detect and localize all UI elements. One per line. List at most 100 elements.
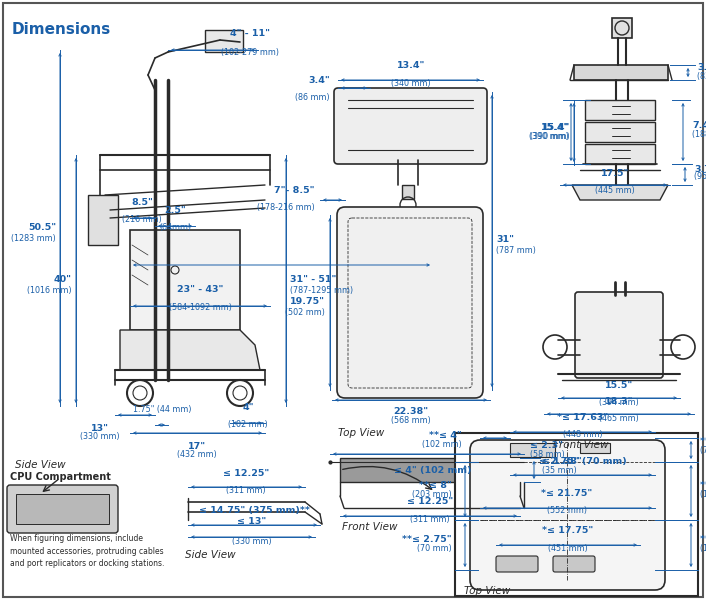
Bar xyxy=(580,443,610,453)
Text: (95 mm): (95 mm) xyxy=(694,173,706,181)
Bar xyxy=(205,30,243,52)
Text: 15.5": 15.5" xyxy=(605,381,633,390)
Bar xyxy=(585,144,655,164)
Bar xyxy=(585,100,655,120)
Text: 15.4": 15.4" xyxy=(541,124,569,133)
Text: (70 mm): (70 mm) xyxy=(417,544,452,553)
Text: Side View: Side View xyxy=(15,460,66,470)
Text: (216 mm): (216 mm) xyxy=(122,215,162,224)
Text: 2.5": 2.5" xyxy=(164,206,186,215)
Text: 19.75": 19.75" xyxy=(290,298,325,307)
Text: (390 mm): (390 mm) xyxy=(530,131,570,140)
Text: (197 mm): (197 mm) xyxy=(700,490,706,499)
Text: **≤ 8": **≤ 8" xyxy=(419,481,452,491)
Text: (70 mm): (70 mm) xyxy=(700,445,706,455)
Text: (787 mm): (787 mm) xyxy=(496,245,536,254)
Text: (35 mm): (35 mm) xyxy=(542,466,577,475)
Text: (502 mm): (502 mm) xyxy=(285,307,325,317)
Text: Top View: Top View xyxy=(338,428,384,438)
Text: ≤ 12.25": ≤ 12.25" xyxy=(223,469,269,478)
Text: (787-1295 mm): (787-1295 mm) xyxy=(290,286,353,295)
Text: **≤ 7.75": **≤ 7.75" xyxy=(700,481,706,491)
Polygon shape xyxy=(574,65,668,80)
Text: ≤ 1.38": ≤ 1.38" xyxy=(542,457,582,467)
FancyBboxPatch shape xyxy=(575,292,663,378)
Text: (102 mm): (102 mm) xyxy=(422,439,462,449)
Text: Side View: Side View xyxy=(185,550,236,560)
Bar xyxy=(510,443,555,457)
Text: 31": 31" xyxy=(496,235,514,245)
Text: (390 mm): (390 mm) xyxy=(530,131,569,140)
Text: ≤ 14.75" (375 mm)**: ≤ 14.75" (375 mm)** xyxy=(198,506,309,515)
Text: (58 mm): (58 mm) xyxy=(530,449,565,458)
Text: (108 mm): (108 mm) xyxy=(700,544,706,553)
Text: 31" - 51": 31" - 51" xyxy=(290,275,336,284)
FancyBboxPatch shape xyxy=(496,556,538,572)
Text: (465 mm): (465 mm) xyxy=(599,414,639,423)
Text: (1016 mm): (1016 mm) xyxy=(28,286,72,295)
Text: (311 mm): (311 mm) xyxy=(410,515,450,524)
Text: 13": 13" xyxy=(91,424,109,433)
Bar xyxy=(340,458,525,482)
Text: Dimensions: Dimensions xyxy=(12,22,112,37)
Text: **≤ 2.75": **≤ 2.75" xyxy=(700,437,706,446)
Text: 8.5": 8.5" xyxy=(131,198,153,207)
Text: (584-1092 mm): (584-1092 mm) xyxy=(169,303,232,312)
Text: (330 mm): (330 mm) xyxy=(232,537,272,546)
Text: Top View: Top View xyxy=(464,586,510,596)
FancyBboxPatch shape xyxy=(553,556,595,572)
Text: (330 mm): (330 mm) xyxy=(80,432,120,441)
Text: (394 mm): (394 mm) xyxy=(599,398,639,407)
Text: ≤ 13": ≤ 13" xyxy=(237,517,267,526)
Text: 22.38": 22.38" xyxy=(393,407,429,416)
Text: (203 mm): (203 mm) xyxy=(412,490,452,499)
Text: 50.5": 50.5" xyxy=(28,223,56,232)
Text: 3.27": 3.27" xyxy=(697,64,706,73)
Text: (83 mm): (83 mm) xyxy=(697,71,706,80)
Text: (552 mm): (552 mm) xyxy=(547,506,587,515)
Text: (448 mm): (448 mm) xyxy=(563,430,603,439)
Text: (1283 mm): (1283 mm) xyxy=(11,233,56,242)
Text: (102 mm): (102 mm) xyxy=(228,420,268,429)
Text: 23" - 43": 23" - 43" xyxy=(176,285,223,294)
Text: **≤ 2.75": **≤ 2.75" xyxy=(402,535,452,545)
FancyBboxPatch shape xyxy=(334,88,487,164)
Text: (178-216 mm): (178-216 mm) xyxy=(257,203,315,212)
Text: 13.4": 13.4" xyxy=(397,61,425,70)
Text: 17.5": 17.5" xyxy=(601,169,629,178)
Text: 18.3": 18.3" xyxy=(605,397,633,406)
Bar xyxy=(88,195,118,245)
Text: 15.4": 15.4" xyxy=(542,124,570,133)
Text: ≤ 2.3": ≤ 2.3" xyxy=(530,442,563,451)
FancyBboxPatch shape xyxy=(130,230,240,330)
Text: CPU Compartment: CPU Compartment xyxy=(10,472,111,482)
Text: Front View: Front View xyxy=(342,522,397,532)
Text: ≤ 12.25": ≤ 12.25" xyxy=(407,497,453,506)
Text: (445 mm): (445 mm) xyxy=(595,186,635,195)
Text: (340 mm): (340 mm) xyxy=(391,79,431,88)
FancyBboxPatch shape xyxy=(7,485,118,533)
Text: **≤ 4": **≤ 4" xyxy=(429,431,462,440)
Bar xyxy=(612,18,632,38)
Text: (102-279 mm): (102-279 mm) xyxy=(221,48,279,57)
FancyBboxPatch shape xyxy=(337,207,483,398)
Text: (86 mm): (86 mm) xyxy=(295,93,330,102)
Text: 7"- 8.5": 7"- 8.5" xyxy=(275,186,315,195)
Text: (64mm): (64mm) xyxy=(159,223,191,232)
Text: (451 mm): (451 mm) xyxy=(548,544,588,553)
Text: *≤ 17.75": *≤ 17.75" xyxy=(542,526,594,535)
FancyBboxPatch shape xyxy=(470,440,665,590)
Text: Front View: Front View xyxy=(553,440,609,450)
Text: 4" - 11": 4" - 11" xyxy=(230,29,270,38)
Text: *≤ 17.63": *≤ 17.63" xyxy=(557,413,609,422)
Bar xyxy=(402,185,414,199)
Text: (568 mm): (568 mm) xyxy=(391,416,431,425)
Text: 4": 4" xyxy=(242,403,253,412)
Text: 40": 40" xyxy=(54,275,72,284)
Text: 7.4": 7.4" xyxy=(692,121,706,130)
Text: When figuring dimensions, include
mounted accessories, protruding cables
and por: When figuring dimensions, include mounte… xyxy=(10,534,164,568)
Polygon shape xyxy=(120,330,260,370)
Bar xyxy=(455,433,698,596)
Text: ≤ 4" (102 mm): ≤ 4" (102 mm) xyxy=(394,466,472,475)
Text: (432 mm): (432 mm) xyxy=(177,450,217,459)
